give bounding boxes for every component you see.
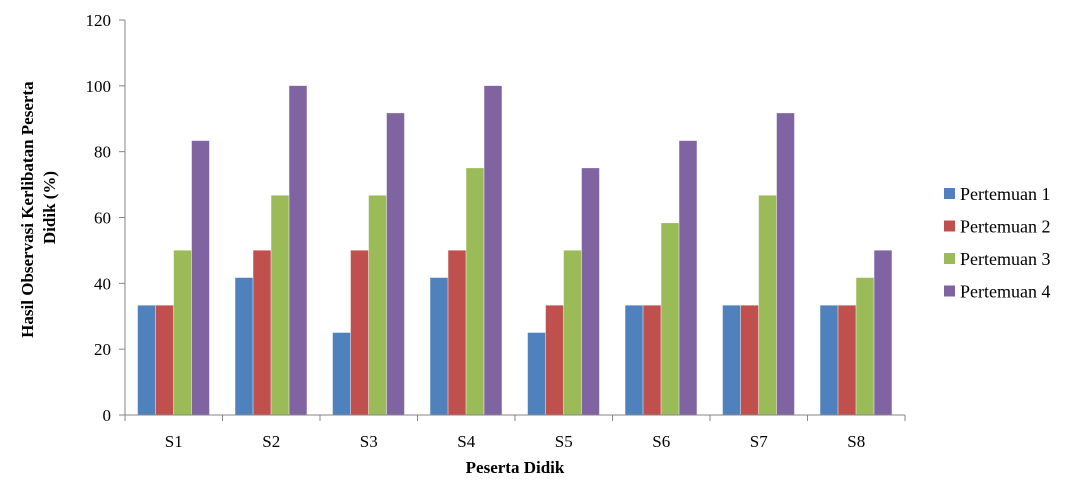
bar-series-group [137,85,892,415]
bar [740,305,759,415]
legend-label: Pertemuan 2 [960,217,1050,237]
bar [332,332,351,415]
x-tick-label: S6 [652,432,670,451]
x-tick-label: S7 [750,432,768,451]
x-tick-label: S5 [555,432,573,451]
legend-swatch [944,220,955,232]
legend: Pertemuan 1 Pertemuan 2 Pertemuan 3 Pertemu… [944,184,1050,302]
bar [191,140,210,415]
bar [545,305,564,415]
y-axis-title: Hasil Observasi Kerlibatan Peserta Didik… [18,77,59,338]
bar [581,168,600,415]
bar [137,305,156,415]
bar [625,305,643,415]
legend-label: Pertemuan 4 [960,282,1050,302]
legend-swatch [944,285,955,297]
bar [820,305,838,415]
x-axis-title: Peserta Didik [466,458,565,477]
bar [368,195,387,415]
bar [466,168,484,415]
bar [643,305,661,415]
y-tick-label: 60 [94,209,111,228]
bar [527,332,546,415]
bar [253,250,271,415]
bar [758,195,777,415]
bar [430,277,448,415]
legend-label: Pertemuan 1 [960,184,1050,204]
legend-swatch [944,188,955,199]
x-tick-label: S2 [262,432,280,451]
y-axis-ticks: 0 20 40 60 80 100 120 [86,11,125,425]
bar [874,250,892,415]
bar [838,305,856,415]
bar [173,250,192,415]
bar [235,277,253,415]
x-axis-ticks: S1 S2 S3 S4 S5 S6 S7 S8 [124,415,906,451]
bar [856,277,874,415]
y-axis-title-line-1: Hasil Observasi Kerlibatan Peserta [18,81,37,338]
bar [155,305,174,415]
bar [350,250,369,415]
bar [661,223,679,415]
y-axis-title-line-2: Didik (%) [40,171,59,244]
x-tick-label: S8 [847,432,865,451]
bar [448,250,466,415]
y-tick-label: 100 [86,77,112,96]
bar [484,85,502,415]
x-tick-label: S4 [457,432,475,451]
bar [679,140,697,415]
bar [776,113,795,415]
x-tick-label: S3 [360,432,378,451]
bar [271,195,289,415]
bar [386,113,405,415]
bar [289,85,307,415]
y-tick-label: 120 [86,11,112,30]
x-tick-label: S1 [165,432,183,451]
bar [722,305,741,415]
legend-label: Pertemuan 3 [960,249,1050,269]
bar [563,250,582,415]
y-tick-label: 80 [94,143,111,162]
y-tick-label: 0 [103,406,112,425]
legend-swatch [944,253,955,264]
y-tick-label: 20 [94,340,111,359]
y-tick-label: 40 [94,274,111,293]
